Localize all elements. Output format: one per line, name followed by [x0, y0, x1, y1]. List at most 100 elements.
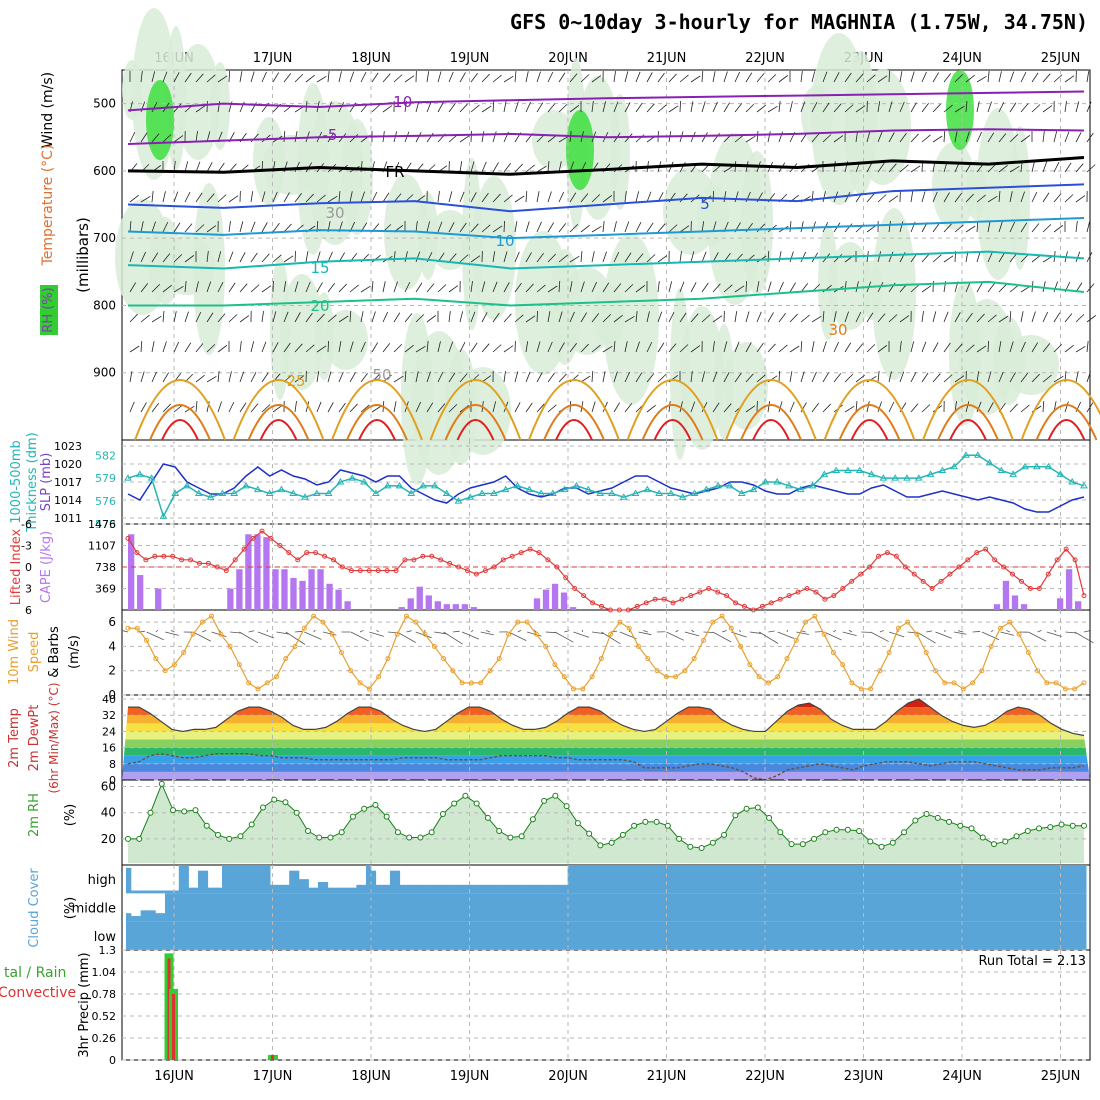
wind-barb — [721, 630, 727, 633]
y-tick-label-left: 3 — [25, 583, 32, 596]
wind-barb — [624, 252, 632, 263]
cloud-block — [891, 893, 897, 922]
cloud-block — [437, 893, 444, 922]
cloud-block — [933, 921, 945, 950]
temp-band — [122, 747, 1090, 756]
wind-barb — [514, 195, 525, 203]
wind-barb — [393, 401, 397, 413]
wind-barb — [250, 191, 254, 203]
wind-barb — [1064, 344, 1074, 353]
wind-barb — [601, 631, 621, 645]
wind-barb — [899, 132, 907, 143]
legend-thickness-b: Thickness (dm) — [25, 432, 40, 532]
cloud-block — [1062, 865, 1068, 894]
wind-barb — [1042, 374, 1052, 383]
cloud-block — [900, 893, 907, 922]
wind-barb — [564, 630, 570, 633]
wind-barb — [943, 223, 952, 233]
wind-barb — [1046, 631, 1062, 637]
rh-marker — [608, 839, 615, 846]
cloud-block — [944, 893, 951, 922]
lifted-index-marker — [884, 550, 890, 556]
wind-barb — [569, 255, 580, 263]
y-tick-label-right: 1020 — [54, 458, 82, 471]
wind-barb — [610, 630, 618, 633]
wind-barb — [833, 135, 844, 143]
cloud-block — [817, 865, 823, 894]
wind-barb — [338, 191, 341, 203]
cloud-block — [318, 882, 324, 894]
lifted-index-marker — [759, 603, 765, 609]
wind-speed-marker — [487, 668, 493, 674]
cloud-block — [1051, 893, 1058, 922]
wind-barb — [844, 223, 853, 233]
wind-barb — [151, 133, 160, 143]
wind-barb — [316, 282, 323, 293]
y-tick-label: 60 — [101, 780, 116, 794]
series-right — [127, 463, 1085, 513]
wind-speed-marker — [886, 650, 892, 655]
isotherm-35 — [161, 419, 199, 441]
lifted-index-marker — [849, 578, 855, 584]
wind-barb — [822, 71, 828, 83]
cloud-block — [572, 865, 578, 894]
wind-barb — [954, 105, 965, 113]
wind-barb — [844, 373, 854, 383]
cape-bar — [416, 586, 423, 610]
cloud-block — [274, 884, 281, 894]
wind-barb — [1031, 223, 1040, 233]
thickness-marker — [950, 462, 959, 470]
wind-barb — [206, 225, 217, 233]
wind-barb — [195, 374, 205, 383]
wind-barb — [437, 403, 446, 413]
cloud-block — [272, 893, 278, 922]
thickness-marker — [903, 474, 911, 481]
wind-barb — [1042, 131, 1045, 143]
wind-barb — [822, 311, 825, 323]
cloud-block — [203, 893, 210, 922]
cloud-block — [715, 921, 727, 950]
cloud-block — [223, 893, 229, 922]
cloud-block — [475, 921, 487, 950]
wind-barb — [151, 341, 155, 353]
cloud-block — [1032, 893, 1038, 922]
wind-barb — [739, 629, 741, 633]
wind-barb — [701, 221, 705, 233]
wind-barb — [745, 373, 754, 383]
cloud-block — [296, 893, 302, 922]
wind-barb — [525, 252, 532, 263]
wind-barb — [485, 630, 491, 633]
cloud-block — [918, 865, 924, 894]
y-axis-label: (millibars) — [74, 217, 92, 293]
y-tick-label-left: 576 — [95, 495, 116, 508]
y-tick-label: 20 — [101, 832, 116, 846]
lifted-index-marker — [188, 557, 194, 563]
wind-speed-line — [128, 615, 1085, 690]
cloud-block — [802, 865, 809, 894]
cape-bar — [569, 607, 577, 610]
wind-barb — [657, 342, 665, 353]
thickness-marker — [171, 489, 180, 496]
cloud-block — [1042, 921, 1054, 950]
wind-speed-marker — [543, 643, 549, 649]
cloud-block — [169, 893, 176, 922]
wind-barb — [448, 285, 459, 293]
wind-barb — [679, 344, 689, 353]
y-tick-label: 8 — [109, 758, 116, 771]
wind-barb — [1064, 401, 1069, 413]
wind-barb — [668, 343, 677, 353]
wind-barb — [514, 221, 518, 233]
cloud-block — [213, 921, 225, 950]
rh-marker — [968, 825, 975, 832]
wind-barb — [415, 221, 418, 233]
wind-barb — [217, 194, 227, 203]
cloud-block — [577, 865, 583, 894]
cloud-block — [660, 921, 672, 950]
wind-barb — [492, 251, 496, 263]
cloud-block — [491, 893, 497, 922]
wind-barb — [426, 283, 435, 293]
wind-barb — [935, 631, 952, 639]
wind-barb — [492, 193, 501, 203]
cloud-block — [496, 921, 509, 950]
wind-barb — [426, 71, 430, 83]
